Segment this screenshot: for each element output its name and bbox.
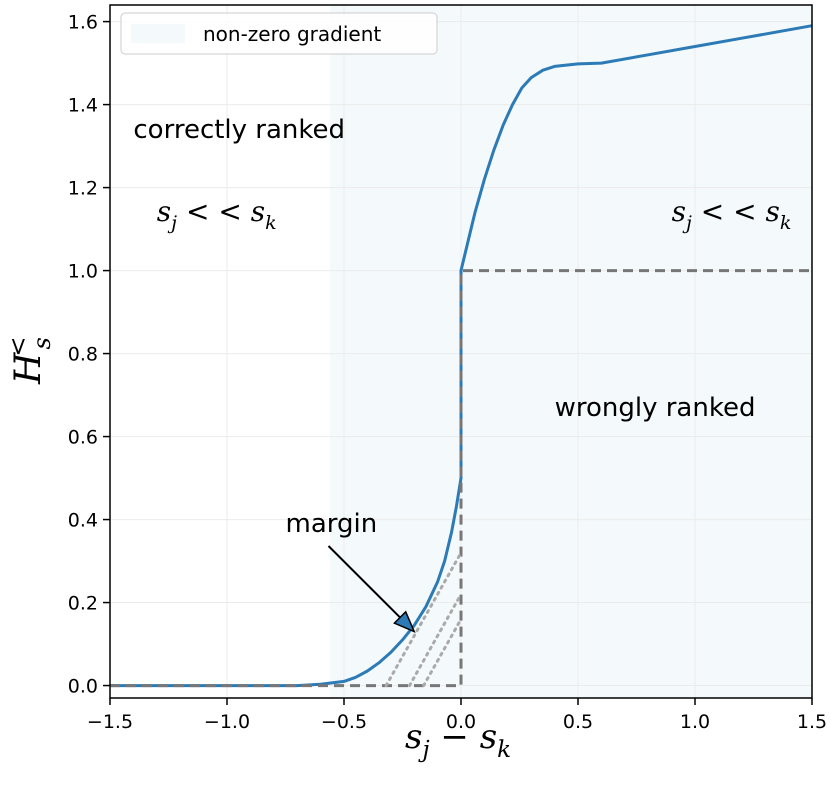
legend-box [120, 12, 438, 55]
x-tick-label: 0.0 [446, 711, 476, 733]
y-tick-label: 1.4 [68, 95, 98, 117]
y-axis-label: H<s [4, 336, 56, 385]
series-line-dotted-4 [422, 617, 463, 688]
y-tick-label: 0.8 [68, 344, 98, 366]
legend-label: non-zero gradient [203, 22, 381, 46]
annotation-text: wrongly ranked [555, 393, 756, 423]
legend: non-zero gradient [120, 12, 438, 55]
shaded-region-layer [329, 5, 812, 698]
axis-labels: sj − sk H<s [4, 336, 511, 763]
x-tick-label: −0.5 [321, 711, 367, 733]
annotation-arrow-head [393, 610, 416, 634]
y-tick-label: 1.2 [68, 178, 98, 200]
annotation-inequality: sj < < sk [672, 195, 792, 234]
x-tick-label: −1.5 [87, 711, 133, 733]
x-axis-label: sj − sk [405, 717, 511, 763]
y-tick-label: 1.0 [68, 261, 98, 283]
legend-swatch [131, 24, 185, 43]
y-tick-label: 0.6 [68, 427, 98, 449]
annotation-margin-label: margin [286, 509, 378, 539]
annotation-inequality: sj < < sk [157, 195, 277, 234]
series-line-solid-0 [110, 24, 813, 688]
shaded-region [329, 5, 812, 698]
x-tick-label: −1.0 [204, 711, 250, 733]
y-tick-label: 0.2 [68, 593, 98, 615]
y-tick-label: 0.4 [68, 510, 98, 532]
lines-layer [110, 24, 813, 688]
series-line-dotted-2 [384, 551, 463, 688]
x-tick-label: 1.0 [680, 711, 710, 733]
y-tick-label: 0.0 [68, 676, 98, 698]
annotation-arrow-line [327, 545, 401, 619]
annotations-layer: correctly ranked wrongly ranked margin sj <… [133, 115, 792, 634]
y-tick-label: 1.6 [68, 12, 98, 34]
x-tick-label: 1.5 [797, 711, 827, 733]
annotation-text: correctly ranked [133, 115, 345, 145]
axes-layer: −1.5 −1.0 −0.5 0.0 0.5 1.0 1.5 0.0 0.2 0.4 0.6 0.8 1… [68, 4, 827, 733]
series-line-dotted-3 [408, 592, 463, 688]
x-tick-label: 0.5 [563, 711, 593, 733]
